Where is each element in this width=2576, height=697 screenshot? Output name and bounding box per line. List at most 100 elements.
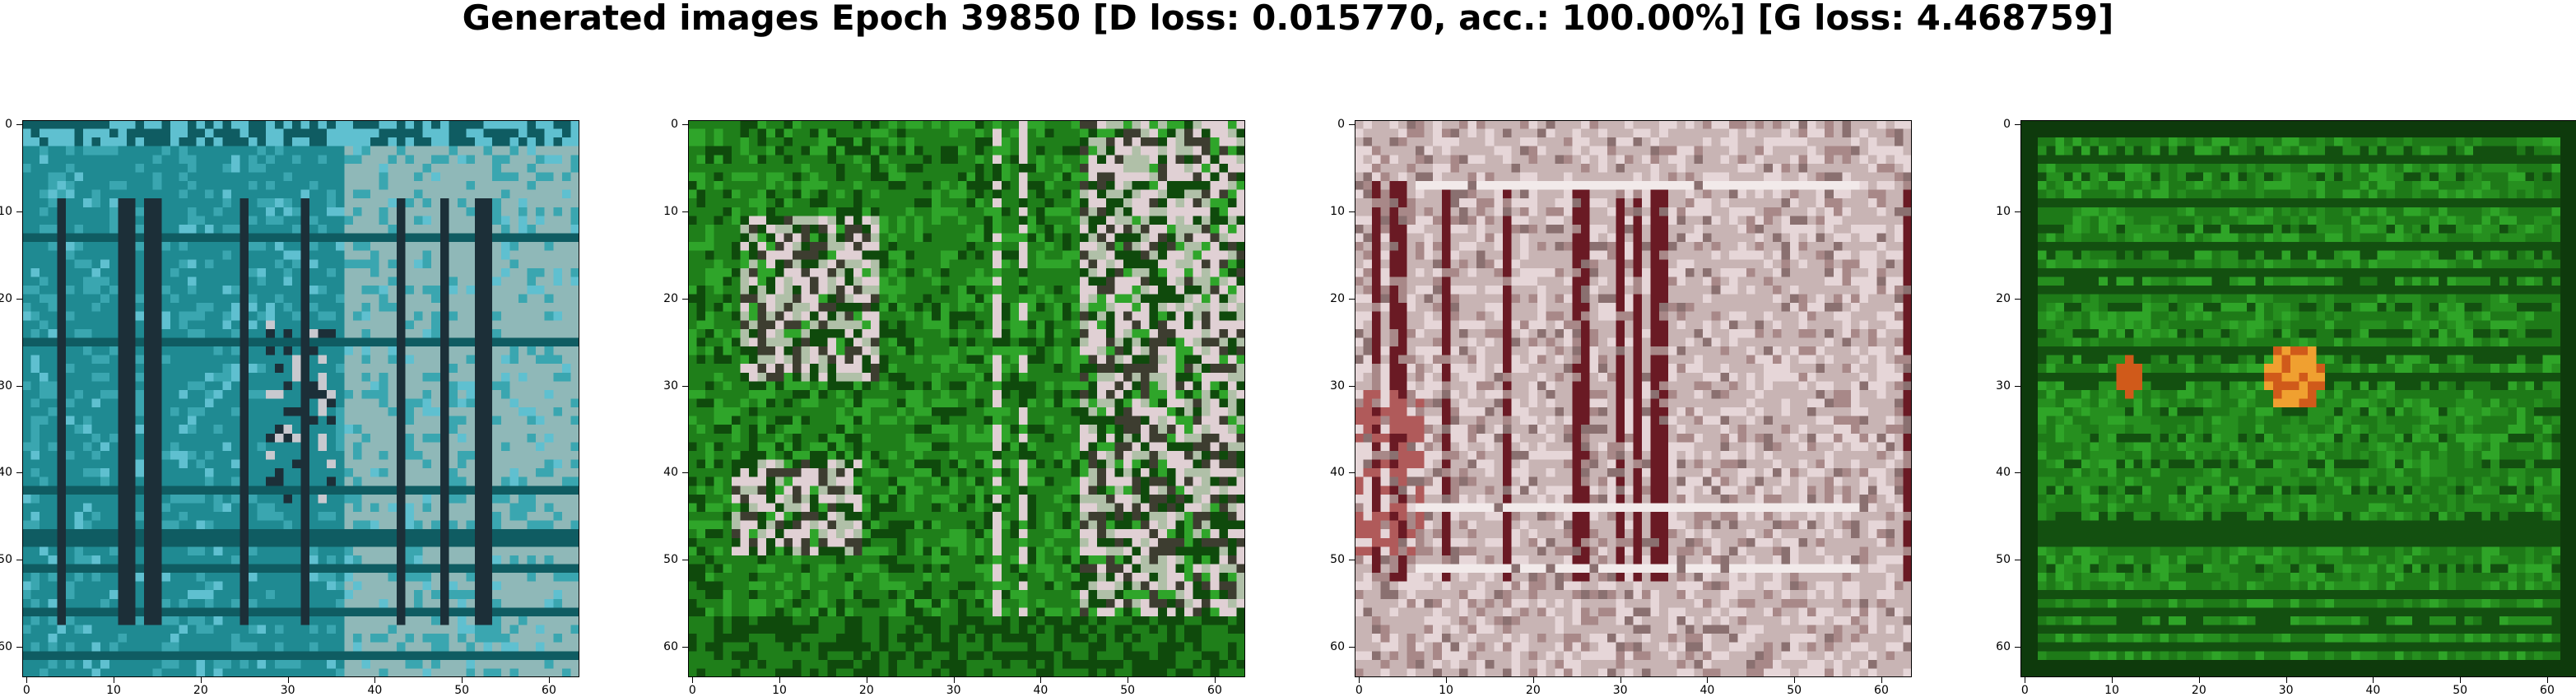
y-tick (1349, 124, 1355, 126)
y-tick-label: 40 (1996, 466, 2011, 480)
y-tick-label: 50 (1330, 553, 1345, 567)
y-tick-label: 20 (663, 291, 678, 305)
x-tick (2285, 677, 2287, 683)
y-tick (682, 124, 688, 126)
y-tick-label: 30 (0, 379, 12, 393)
x-tick (200, 677, 202, 683)
y-tick (682, 211, 688, 213)
y-tick-label: 40 (663, 466, 678, 480)
x-tick (953, 677, 955, 683)
x-tick-label: 60 (1874, 684, 1889, 697)
image-panel-4: 0 10 20 30 40 50 60 0 10 20 30 40 50 60 (1996, 118, 2576, 697)
image-panel-1: 0 10 20 30 40 50 60 0 10 20 30 40 50 60 (0, 118, 579, 697)
y-tick-label: 30 (1996, 379, 2011, 393)
x-tick (1881, 677, 1882, 683)
x-tick (1794, 677, 1796, 683)
y-tick-label: 60 (663, 639, 678, 653)
x-tick-label: 20 (2191, 684, 2206, 697)
generated-image-2 (688, 120, 1245, 677)
y-tick-label: 30 (1330, 379, 1345, 393)
y-tick (682, 385, 688, 387)
x-tick-label: 40 (367, 684, 383, 697)
x-tick (2198, 677, 2200, 683)
x-tick (374, 677, 376, 683)
x-tick-label: 50 (1120, 684, 1136, 697)
y-tick-label: 60 (1330, 639, 1345, 653)
y-tick (2015, 124, 2020, 126)
y-tick (1349, 211, 1355, 213)
x-tick (1707, 677, 1709, 683)
x-tick-label: 20 (858, 684, 874, 697)
x-tick-label: 60 (1207, 684, 1222, 697)
x-tick (1446, 677, 1448, 683)
y-tick-label: 0 (5, 118, 12, 132)
image-panel-2: 0 10 20 30 40 50 60 0 10 20 30 40 50 60 (663, 118, 1245, 697)
axes-frame (22, 120, 579, 677)
y-tick-label: 60 (1996, 639, 2011, 653)
x-tick-label: 50 (2453, 684, 2468, 697)
x-tick-label: 20 (1525, 684, 1541, 697)
y-tick-label: 0 (2003, 118, 2011, 132)
y-tick (1349, 646, 1355, 648)
y-tick (2015, 646, 2020, 648)
y-tick (1349, 472, 1355, 474)
y-tick (682, 298, 688, 300)
x-tick-label: 40 (2365, 684, 2381, 697)
y-tick (2015, 472, 2020, 474)
y-tick-label: 10 (1996, 205, 2011, 219)
y-tick (16, 298, 22, 300)
x-tick-label: 0 (2020, 684, 2029, 697)
x-tick (2460, 677, 2462, 683)
x-tick (1359, 677, 1360, 683)
x-tick (2373, 677, 2374, 683)
y-tick (2015, 211, 2020, 213)
x-tick (26, 677, 28, 683)
x-tick-label: 10 (2104, 684, 2119, 697)
axes-frame (2020, 120, 2576, 677)
y-tick-label: 50 (663, 553, 678, 567)
x-tick-label: 40 (1033, 684, 1049, 697)
y-tick-label: 60 (0, 639, 12, 653)
x-tick (1532, 677, 1534, 683)
x-tick (287, 677, 289, 683)
x-tick-label: 30 (2278, 684, 2294, 697)
x-tick-label: 50 (1787, 684, 1802, 697)
y-tick-label: 20 (1330, 291, 1345, 305)
y-tick (16, 472, 22, 474)
y-tick (682, 472, 688, 474)
x-tick (1620, 677, 1621, 683)
x-tick-label: 20 (193, 684, 208, 697)
x-tick-label: 10 (1439, 684, 1453, 697)
y-tick-label: 30 (663, 379, 678, 393)
y-tick (2015, 385, 2020, 387)
y-tick (682, 646, 688, 648)
y-tick (2015, 298, 2020, 300)
y-tick-label: 10 (1330, 205, 1345, 219)
x-tick (548, 677, 550, 683)
x-tick-label: 30 (1612, 684, 1628, 697)
axes-frame (688, 120, 1245, 677)
y-tick (16, 646, 22, 648)
y-tick-label: 50 (1996, 553, 2011, 567)
x-tick-label: 0 (22, 684, 30, 697)
x-tick (1214, 677, 1216, 683)
x-tick (1040, 677, 1042, 683)
x-tick-label: 10 (106, 684, 121, 697)
y-tick (1349, 385, 1355, 387)
image-panel-3: 0 10 20 30 40 50 60 0 10 20 30 40 50 60 (1330, 118, 1912, 697)
axes-frame (1355, 120, 1912, 677)
x-tick (692, 677, 694, 683)
x-tick (462, 677, 463, 683)
x-tick-label: 0 (1355, 684, 1363, 697)
y-tick-label: 10 (663, 205, 678, 219)
y-tick-label: 10 (0, 205, 12, 219)
x-tick-label: 10 (772, 684, 787, 697)
y-tick-label: 20 (1996, 291, 2011, 305)
x-tick (779, 677, 781, 683)
y-tick (1349, 298, 1355, 300)
x-tick-label: 0 (688, 684, 696, 697)
x-tick (2546, 677, 2548, 683)
y-tick (16, 385, 22, 387)
x-tick (2112, 677, 2113, 683)
generated-image-1 (22, 120, 579, 677)
